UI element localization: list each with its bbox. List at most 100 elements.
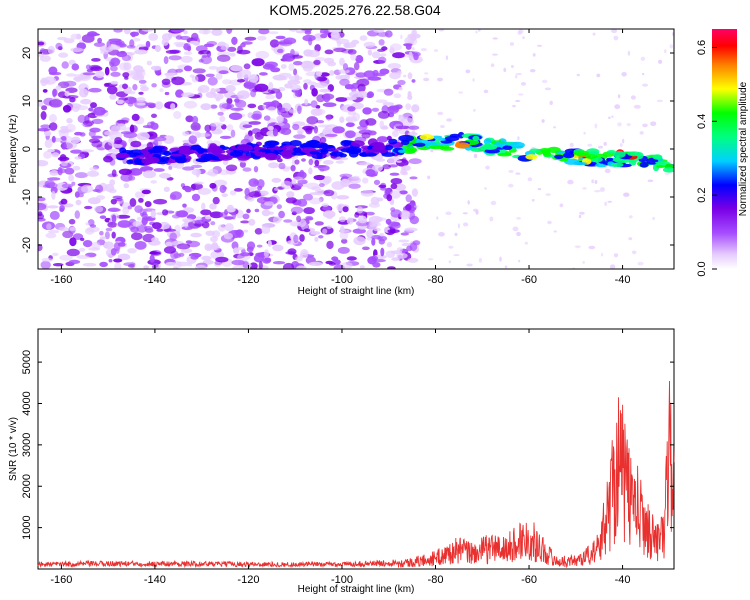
noise-blob [104, 66, 110, 76]
noise-blob [438, 232, 445, 237]
noise-blob [126, 45, 136, 49]
noise-blob [545, 193, 551, 197]
noise-blob [78, 247, 86, 252]
noise-blob [410, 33, 417, 42]
signal-blob [140, 148, 152, 154]
noise-blob [274, 187, 279, 191]
noise-blob [91, 140, 103, 148]
noise-blob [69, 226, 76, 231]
noise-blob [282, 262, 295, 269]
noise-blob [183, 51, 193, 55]
noise-blob [151, 237, 159, 243]
noise-blob [95, 71, 105, 78]
noise-blob [103, 155, 113, 163]
signal-blob [237, 144, 253, 151]
noise-blob [248, 218, 256, 226]
signal-blob [529, 148, 541, 153]
noise-blob [353, 236, 366, 246]
snr-y-ticks: 1000 2000 3000 4000 5000 [21, 350, 674, 540]
noise-blob [103, 242, 109, 249]
noise-blob [607, 200, 612, 203]
noise-blob [531, 198, 535, 202]
noise-blob [132, 221, 142, 227]
x-tick-label: -140 [144, 274, 166, 286]
noise-blob [462, 212, 468, 215]
noise-blob [433, 49, 439, 52]
noise-blob [377, 235, 388, 242]
noise-blob [522, 36, 525, 39]
noise-blob [141, 29, 155, 32]
noise-blob [165, 241, 173, 247]
noise-blob [541, 119, 545, 123]
noise-blob [322, 160, 334, 165]
noise-blob [180, 55, 193, 63]
noise-blob [318, 183, 325, 188]
noise-blob [477, 29, 481, 32]
noise-blob [163, 228, 176, 232]
noise-blob [268, 81, 274, 91]
noise-blob [333, 47, 347, 53]
noise-blob [366, 237, 372, 241]
noise-blob [291, 179, 297, 185]
noise-blob [84, 227, 95, 235]
noise-blob [136, 97, 146, 102]
noise-blob [462, 222, 469, 227]
noise-blob [251, 58, 265, 67]
noise-blob [236, 49, 251, 55]
noise-blob [75, 105, 89, 111]
noise-blob [213, 179, 228, 187]
noise-blob [438, 29, 445, 32]
noise-blob [129, 124, 138, 133]
noise-blob [82, 240, 93, 248]
noise-blob [407, 72, 413, 80]
noise-blob [183, 219, 189, 229]
noise-blob [237, 90, 250, 100]
noise-blob [379, 68, 390, 75]
noise-blob [473, 108, 476, 112]
signal-blob [419, 134, 435, 141]
noise-blob [509, 42, 514, 46]
y-tick-label: 0 [21, 146, 33, 152]
noise-blob [427, 175, 431, 180]
noise-blob [307, 49, 320, 58]
noise-blob [375, 99, 388, 103]
noise-blob [59, 254, 73, 261]
noise-blob [458, 91, 464, 94]
noise-blob [152, 222, 162, 230]
noise-blob [242, 167, 252, 172]
noise-blob [207, 76, 218, 86]
noise-blob [257, 179, 265, 189]
noise-blob [518, 93, 524, 96]
noise-blob [475, 30, 478, 34]
noise-blob [272, 244, 284, 252]
noise-blob [190, 255, 199, 260]
noise-blob [275, 91, 283, 100]
noise-blob [243, 63, 251, 70]
noise-blob [71, 136, 81, 144]
noise-blob [358, 215, 368, 224]
x-tick-label: -140 [144, 574, 166, 586]
noise-blob [242, 261, 249, 269]
noise-blob [440, 125, 445, 128]
noise-blob [287, 79, 301, 85]
noise-blob [141, 189, 151, 195]
noise-blob [175, 89, 184, 98]
signal-blob [573, 162, 587, 166]
colorbar-tick-label: 0.4 [696, 114, 708, 129]
noise-blob [134, 205, 143, 214]
noise-blob [237, 78, 245, 83]
noise-blob [52, 252, 59, 257]
noise-blob [217, 224, 226, 232]
noise-blob [574, 245, 581, 248]
noise-blob [168, 55, 182, 61]
noise-blob [63, 80, 77, 87]
noise-blob [116, 119, 129, 124]
noise-blob [224, 216, 234, 220]
noise-blob [42, 89, 48, 93]
noise-blob [108, 188, 117, 194]
signal-blob [656, 165, 666, 168]
noise-blob [297, 105, 302, 114]
noise-blob [170, 191, 182, 200]
noise-blob [191, 115, 199, 124]
spectrogram-blobs [38, 29, 674, 269]
